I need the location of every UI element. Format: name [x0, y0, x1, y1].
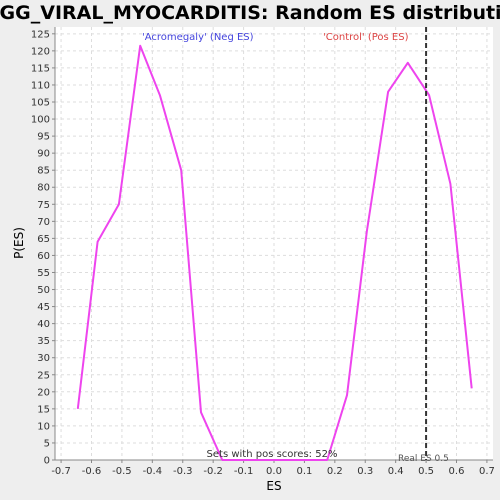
- x-tick-label: 0.3: [357, 466, 373, 477]
- x-tick-label: 0.5: [418, 466, 434, 477]
- x-tick-labels: -0.7 -0.6 -0.5 -0.4 -0.3 -0.2 -0.1 0.0 0.1 0.2 0.3…: [51, 466, 495, 477]
- x-tick-label: -0.3: [173, 466, 193, 477]
- x-tick-label: -0.2: [203, 466, 223, 477]
- y-tick-label: 25: [37, 370, 50, 381]
- y-tick-label: 20: [37, 387, 50, 398]
- chart-title: KEGG_VIRAL_MYOCARDITIS: Random ES distri…: [0, 2, 500, 24]
- grid: [55, 27, 493, 461]
- y-tick-label: 115: [31, 63, 50, 74]
- y-tick-label: 50: [37, 285, 50, 296]
- y-tick-label: 75: [37, 200, 50, 211]
- y-tick-label: 10: [37, 421, 50, 432]
- x-axis-label: ES: [266, 479, 281, 493]
- y-tick-label: 5: [44, 438, 50, 449]
- y-tick-label: 55: [37, 268, 50, 279]
- y-tick-label: 0: [44, 456, 50, 467]
- x-tick-label: -0.4: [143, 466, 163, 477]
- series: [76, 44, 473, 461]
- x-tick-label: 0.6: [449, 466, 465, 477]
- y-tick-label: 60: [37, 251, 50, 262]
- y-axis-label: P(ES): [12, 227, 26, 259]
- x-tick-label: 0.7: [479, 466, 495, 477]
- real-es-label: Real ES 0.5: [398, 454, 449, 464]
- y-tick-label: 95: [37, 132, 50, 143]
- x-tick-label: -0.7: [51, 466, 71, 477]
- y-tick-label: 40: [37, 319, 50, 330]
- y-tick-label: 35: [37, 336, 50, 347]
- y-tick-label: 30: [37, 353, 50, 364]
- x-tick-label: -0.1: [234, 466, 254, 477]
- y-tick-label: 15: [37, 404, 50, 415]
- y-tick-label: 45: [37, 302, 50, 313]
- y-tick-label: 100: [31, 115, 50, 126]
- y-tick-label: 85: [37, 166, 50, 177]
- pos-scores-label: Sets with pos scores: 52%: [207, 449, 338, 460]
- y-tick-label: 80: [37, 183, 50, 194]
- x-tick-label: -0.5: [112, 466, 132, 477]
- y-tick-label: 65: [37, 234, 50, 245]
- y-tick-label: 120: [31, 46, 50, 57]
- x-tick-label: 0.1: [296, 466, 312, 477]
- y-tick-label: 70: [37, 217, 50, 228]
- x-tick-label: 0.0: [266, 466, 282, 477]
- y-tick-labels: 0 5 10 15 20 25 30 35 40 45 50 55 60 65 70 75 80 85 90 95 10…: [31, 29, 50, 466]
- x-tick-label: 0.4: [388, 466, 404, 477]
- x-tick-label: 0.2: [327, 466, 343, 477]
- neg-es-label: 'Acromegaly' (Neg ES): [142, 32, 254, 43]
- y-tick-label: 90: [37, 149, 50, 160]
- x-tick-label: -0.6: [82, 466, 102, 477]
- pos-es-label: 'Control' (Pos ES): [323, 32, 409, 43]
- distribution-line: [76, 44, 473, 461]
- y-tick-label: 110: [31, 80, 50, 91]
- y-tick-label: 105: [31, 98, 50, 109]
- y-tick-label: 125: [31, 29, 50, 40]
